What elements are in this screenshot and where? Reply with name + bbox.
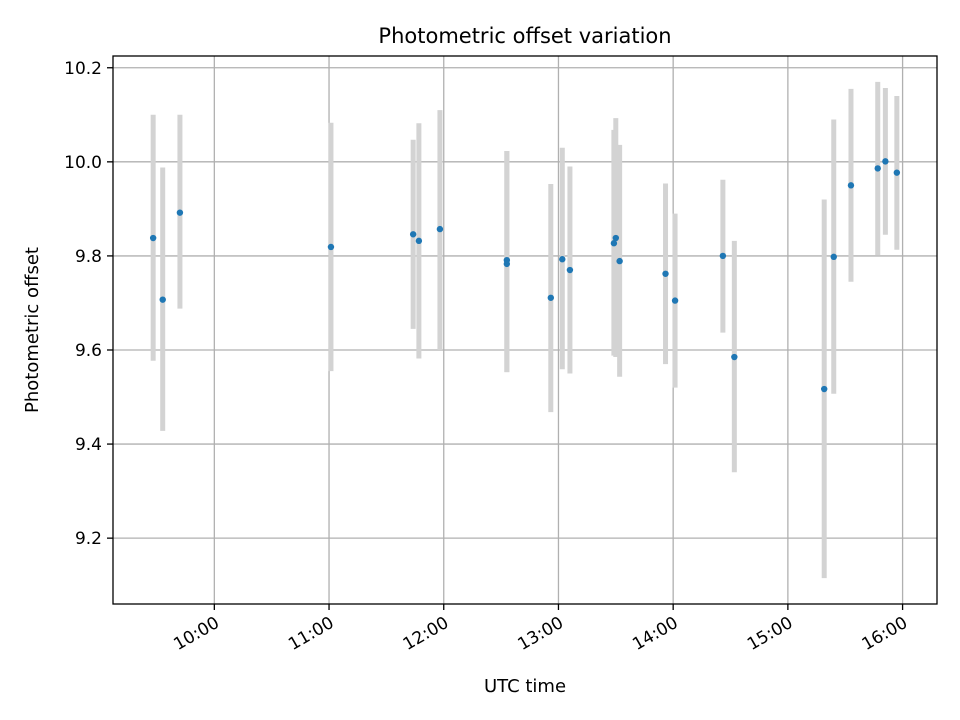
plot-frame	[112, 55, 938, 605]
data-point	[882, 158, 889, 165]
data-point	[671, 297, 679, 304]
y-tick-label: 9.6	[75, 341, 102, 361]
y-axis-label: Photometric offset	[22, 247, 43, 413]
data-point	[327, 243, 335, 251]
y-tick-label: 10.0	[64, 153, 102, 173]
y-tick-label: 10.2	[64, 59, 102, 79]
data-point	[874, 165, 881, 172]
data-point	[830, 253, 837, 261]
data-point	[176, 209, 184, 216]
data-point	[616, 257, 623, 265]
data-point	[503, 260, 511, 268]
data-points	[149, 158, 901, 393]
data-point	[821, 385, 828, 393]
x-axis-label: UTC time	[484, 676, 566, 697]
data-point	[159, 296, 166, 303]
data-point	[731, 353, 738, 361]
y-tick-label: 9.2	[75, 529, 102, 549]
data-point	[409, 231, 417, 238]
data-point	[610, 240, 618, 247]
chart-title: Photometric offset variation	[378, 24, 671, 48]
data-point	[415, 237, 423, 245]
data-point	[847, 182, 855, 189]
data-point	[893, 169, 901, 176]
y-axis-ticks: 9.2 9.4 9.6 9.8 10.0 10.2	[64, 59, 113, 549]
y-tick-label: 9.8	[75, 247, 102, 267]
data-point	[662, 270, 669, 277]
data-point	[559, 256, 566, 263]
data-point	[547, 294, 555, 301]
data-point	[436, 225, 444, 233]
data-point	[719, 252, 727, 260]
data-point	[612, 234, 620, 242]
data-point	[149, 234, 157, 242]
y-tick-label: 9.4	[75, 435, 102, 455]
data-point	[566, 266, 574, 274]
